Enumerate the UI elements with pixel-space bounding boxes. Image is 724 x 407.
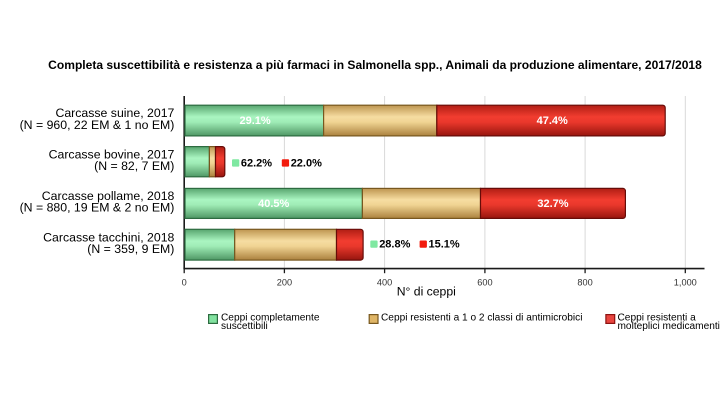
svg-text:Ceppi completamente: Ceppi completamente [221, 313, 320, 324]
svg-text:Completa suscettibilità e resi: Completa suscettibilità e resistenza a p… [48, 58, 702, 72]
svg-text:0: 0 [182, 277, 187, 287]
svg-text:29.1%: 29.1% [239, 115, 270, 127]
svg-text:600: 600 [477, 277, 492, 287]
svg-text:Ceppi resistenti a 1 o 2 class: Ceppi resistenti a 1 o 2 classi di antim… [381, 313, 582, 324]
svg-text:28.8%: 28.8% [379, 239, 410, 251]
svg-text:(N = 960, 22 EM & 1 no EM): (N = 960, 22 EM & 1 no EM) [20, 118, 175, 132]
svg-text:Carcasse suine, 2017: Carcasse suine, 2017 [55, 106, 174, 120]
svg-text:200: 200 [277, 277, 292, 287]
svg-text:Carcasse bovine, 2017: Carcasse bovine, 2017 [49, 147, 175, 161]
svg-text:15.1%: 15.1% [429, 239, 460, 251]
svg-text:N° di ceppi: N° di ceppi [397, 285, 456, 299]
svg-text:(N = 359, 9 EM): (N = 359, 9 EM) [87, 242, 174, 256]
svg-text:Carcasse pollame, 2018: Carcasse pollame, 2018 [42, 189, 175, 203]
svg-text:22.0%: 22.0% [291, 157, 322, 169]
svg-text:1,000: 1,000 [674, 277, 697, 287]
svg-text:molteplici medicamenti: molteplici medicamenti [618, 321, 720, 332]
svg-text:800: 800 [577, 277, 592, 287]
svg-text:32.7%: 32.7% [537, 198, 568, 210]
svg-text:(N = 82, 7 EM): (N = 82, 7 EM) [94, 159, 174, 173]
svg-text:400: 400 [377, 277, 392, 287]
svg-text:47.4%: 47.4% [537, 115, 568, 127]
svg-text:Ceppi resistenti a: Ceppi resistenti a [618, 313, 697, 324]
svg-text:Carcasse tacchini, 2018: Carcasse tacchini, 2018 [43, 230, 174, 244]
svg-text:(N = 880, 19 EM & 2 no EM): (N = 880, 19 EM & 2 no EM) [20, 201, 175, 215]
svg-text:62.2%: 62.2% [241, 157, 272, 169]
svg-text:40.5%: 40.5% [258, 198, 289, 210]
svg-text:suscettibili: suscettibili [221, 321, 268, 332]
